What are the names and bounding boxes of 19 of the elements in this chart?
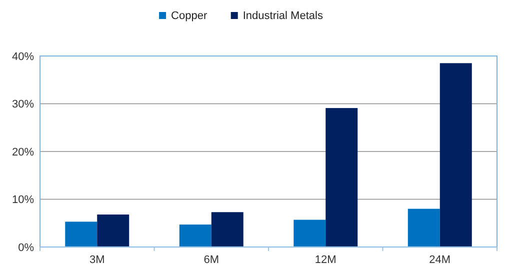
bar [179, 224, 212, 247]
x-tick-label: 12M [314, 254, 336, 266]
bar [408, 208, 440, 247]
y-tick-label: 0% [18, 242, 34, 254]
legend-label: Copper [171, 10, 208, 22]
y-tick-label: 30% [12, 98, 34, 111]
x-tick-label: 6M [204, 254, 220, 266]
y-tick-label: 10% [12, 194, 34, 206]
y-tick-label: 40% [12, 50, 34, 63]
bar [326, 108, 358, 247]
x-tick-label: 24M [429, 254, 451, 266]
bar [294, 220, 326, 247]
bar [211, 212, 244, 247]
x-tick-label: 3M [89, 254, 105, 266]
bar [440, 63, 472, 247]
bar [97, 214, 130, 247]
bar [65, 222, 98, 247]
y-tick-label: 20% [12, 146, 34, 158]
legend-label: Industrial Metals [242, 10, 324, 22]
